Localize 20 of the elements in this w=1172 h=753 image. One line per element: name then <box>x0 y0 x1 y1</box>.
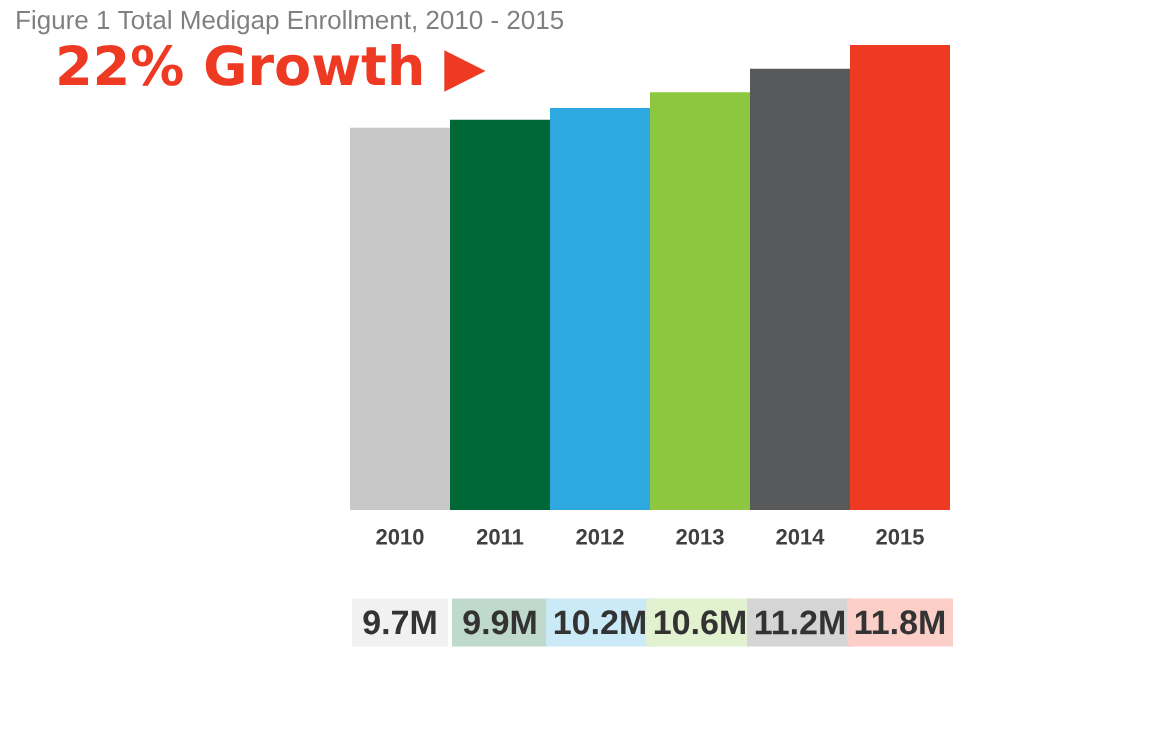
bar <box>350 127 450 510</box>
annotation: 22% Growth ▶ <box>59 44 486 92</box>
x-tick-label: 2011 <box>476 529 524 545</box>
data-label: 9.9M <box>463 610 536 635</box>
bar <box>650 92 750 510</box>
x-tick-label: 2014 <box>776 529 825 545</box>
data-label: 11.8M <box>855 610 945 635</box>
data-label: 10.2M <box>554 610 645 635</box>
bar <box>750 68 851 510</box>
chart-title: Figure 1 Total Medigap Enrollment, 2010 - 2015 <box>17 10 564 35</box>
bar <box>450 119 551 510</box>
data-label: 9.7M <box>363 610 436 635</box>
x-tick-label: 2013 <box>676 529 724 545</box>
bar <box>850 44 951 510</box>
bar <box>550 108 651 510</box>
data-label: 10.6M <box>654 610 745 635</box>
x-tick-label: 2015 <box>876 529 924 545</box>
x-tick-label: 2010 <box>376 529 424 545</box>
x-tick-label: 2012 <box>576 529 624 545</box>
data-label: 11.2M <box>755 610 845 635</box>
